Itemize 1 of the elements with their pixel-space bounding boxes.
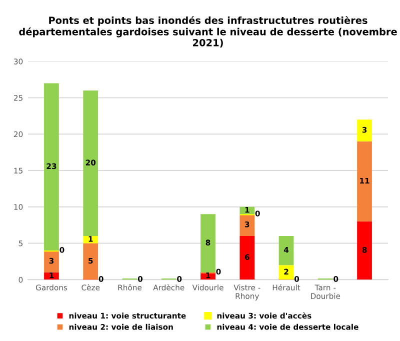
chart-title: Ponts et points bas inondés des infrastructutres routières départementales gardoises suivant le niveau de desserte (novembre 2021) (19, 16, 397, 48)
